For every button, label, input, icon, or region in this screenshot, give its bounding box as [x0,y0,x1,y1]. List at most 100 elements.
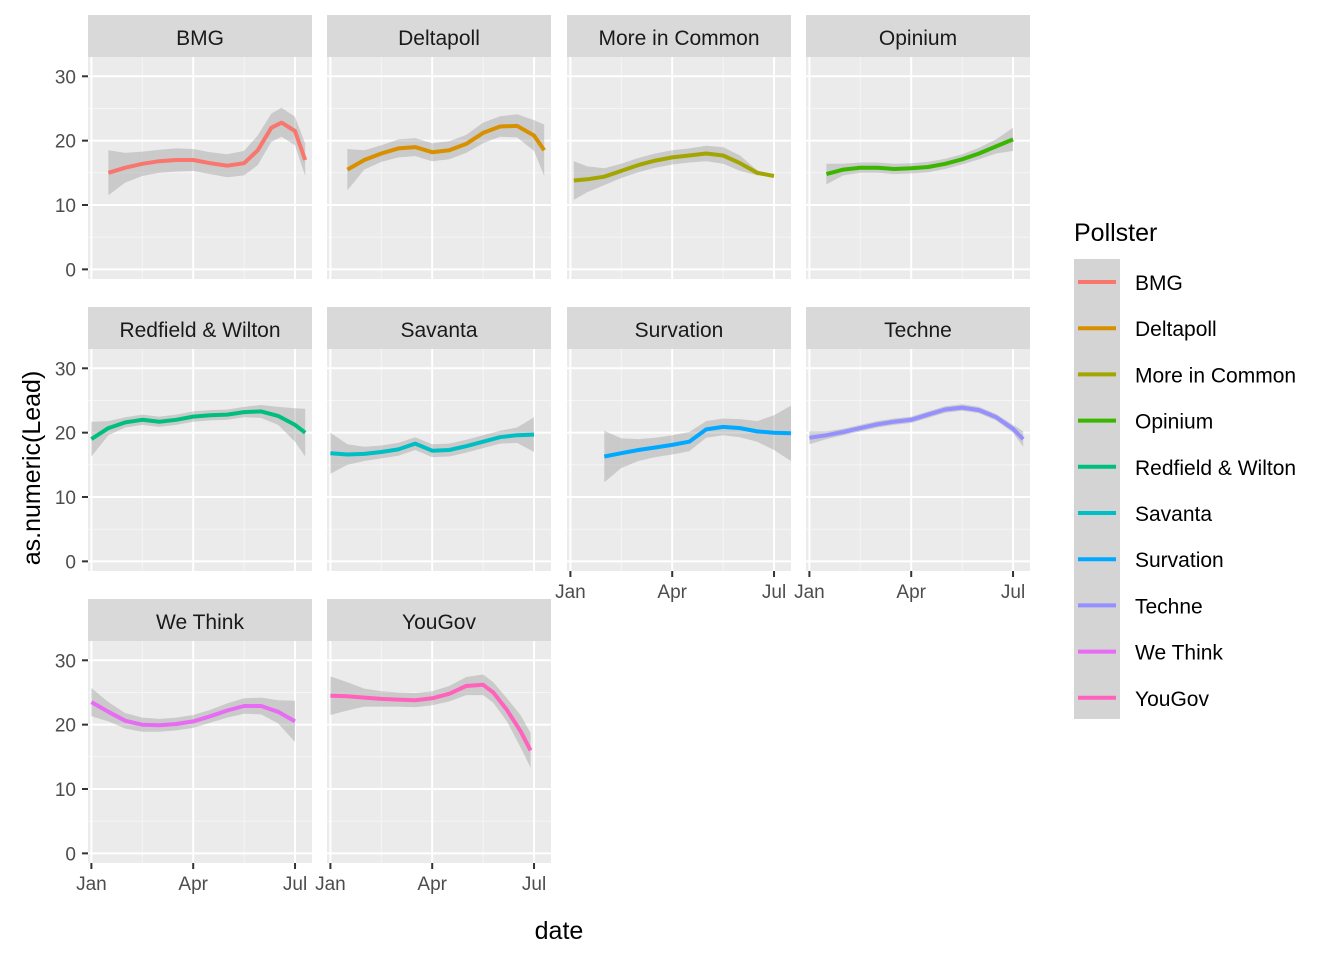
y-tick-label: 20 [55,424,76,445]
legend-label: Opinium [1135,411,1213,434]
facet-savanta: Savanta [327,307,551,571]
facet-panel [88,641,312,863]
facet-redfield-wilton: Redfield & Wilton 0 10 20 30 [55,307,312,573]
y-tick-label: 30 [55,359,76,380]
confidence-band [91,405,306,457]
y-tick-label: 10 [55,488,76,509]
facet-yougov: YouGov Jan Apr Jul [315,599,551,895]
facet-panel [327,349,551,571]
facet-strip [88,599,312,641]
facet-strip [567,15,791,57]
y-tick-label: 0 [65,552,76,573]
facet-panel [88,349,312,571]
facet-panel [567,349,791,571]
confidence-band [573,145,774,200]
facet-strip-label: Redfield & Wilton [119,319,280,342]
confidence-band [330,417,534,474]
facet-panel [567,57,791,279]
legend-label: Redfield & Wilton [1135,457,1296,480]
series-line [603,424,792,459]
confidence-band [91,688,296,742]
series-line [90,700,296,728]
x-tick-label: Jul [1001,582,1025,603]
x-tick-label: Jul [762,582,786,603]
legend-item: Techne [1078,595,1203,618]
facet-strip-label: Opinium [879,27,957,50]
facet-strip [327,599,551,641]
legend-label: Survation [1135,549,1224,572]
series-line [330,432,535,457]
x-tick-label: Apr [657,582,687,603]
legend-label: Deltapoll [1135,318,1217,341]
facet-more-in-common: More in Common [567,15,791,279]
legend-key-background [1074,259,1120,719]
y-tick-label: 0 [65,260,76,281]
legend-label: BMG [1135,272,1183,295]
facet-strip-label: More in Common [598,27,759,50]
facet-strip-label: Savanta [400,319,477,342]
facet-strip-label: We Think [156,611,244,634]
legend-label: We Think [1135,642,1223,665]
facet-strip-label: Survation [635,319,724,342]
facet-strip-label: YouGov [402,611,476,634]
y-tick-label: 30 [55,651,76,672]
x-axis-title: date [535,917,584,945]
y-tick-label: 10 [55,780,76,801]
y-tick-label: 10 [55,196,76,217]
facet-techne: Techne Jan Apr Jul [794,307,1030,603]
y-axis-title: as.numeric(Lead) [18,371,46,566]
x-tick-label: Apr [896,582,926,603]
x-tick-label: Jan [315,874,346,895]
y-tick-label: 0 [65,844,76,865]
confidence-band [826,127,1013,185]
x-tick-label: Apr [417,874,447,895]
legend-label: Savanta [1135,503,1212,526]
legend-item: BMG [1078,272,1183,295]
x-tick-label: Jan [794,582,825,603]
facet-strip [567,307,791,349]
series-line [573,151,775,183]
facet-we-think: We Think 0 10 20 30 Jan Apr Jul [55,599,312,895]
series-line [330,682,533,752]
confidence-band [108,107,306,196]
facet-survation: Survation Jan Apr Jul [555,307,792,603]
facet-strip [88,307,312,349]
series-line [809,405,1025,441]
legend-items: BMG Deltapoll More in Common Opinium Redfiel… [1078,272,1296,711]
facet-strip [327,15,551,57]
legend-item: YouGov [1078,688,1209,711]
x-tick-label: Apr [178,874,208,895]
legend-label: More in Common [1135,364,1296,387]
legend: Pollster BMG Deltapoll More in Common Opini… [1074,219,1296,719]
facet-opinium: Opinium [806,15,1030,279]
facet-strip [327,307,551,349]
y-tick-label: 20 [55,132,76,153]
confidence-band [604,405,791,483]
x-tick-label: Jan [555,582,586,603]
legend-item: Opinium [1078,411,1213,434]
facet-strip [806,307,1030,349]
facet-panel [327,641,551,863]
series-line [346,123,546,172]
legend-label: Techne [1135,595,1203,618]
x-tick-label: Jan [76,874,107,895]
legend-item: Savanta [1078,503,1212,526]
facet-strip-label: BMG [176,27,224,50]
x-tick-label: Jul [522,874,546,895]
series-line [90,409,307,441]
facet-strip [806,15,1030,57]
facet-bmg: BMG 0 10 20 30 [55,15,312,281]
legend-item: We Think [1078,642,1223,665]
series-line [825,137,1014,177]
y-tick-label: 30 [55,67,76,88]
facet-strip-label: Techne [884,319,952,342]
facet-deltapoll: Deltapoll [327,15,551,279]
x-tick-label: Jul [283,874,307,895]
legend-item: Redfield & Wilton [1078,457,1296,480]
facet-panel [806,349,1030,571]
legend-label: YouGov [1135,688,1209,711]
facet-panel [327,57,551,279]
y-tick-label: 20 [55,716,76,737]
legend-title: Pollster [1074,219,1157,247]
